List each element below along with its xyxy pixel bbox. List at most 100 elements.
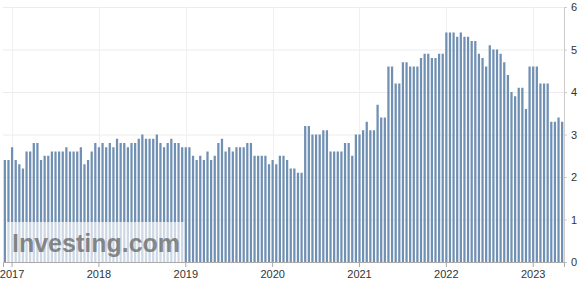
bar[interactable]	[532, 67, 534, 263]
bar[interactable]	[373, 130, 375, 262]
bar[interactable]	[293, 169, 295, 263]
bar[interactable]	[456, 37, 458, 262]
bar[interactable]	[467, 37, 469, 262]
bar[interactable]	[300, 173, 302, 262]
bar[interactable]	[492, 50, 494, 263]
bar[interactable]	[427, 54, 429, 262]
bar[interactable]	[485, 67, 487, 263]
bar[interactable]	[369, 130, 371, 262]
bar[interactable]	[510, 92, 512, 262]
bar[interactable]	[203, 160, 205, 262]
bar[interactable]	[217, 143, 219, 262]
bar[interactable]	[416, 67, 418, 263]
bar[interactable]	[471, 41, 473, 262]
bar[interactable]	[362, 130, 364, 262]
bar[interactable]	[554, 122, 556, 262]
bar[interactable]	[481, 58, 483, 262]
bar[interactable]	[405, 62, 407, 262]
bar[interactable]	[272, 160, 274, 262]
bar[interactable]	[257, 156, 259, 262]
bar[interactable]	[329, 152, 331, 263]
bar[interactable]	[243, 147, 245, 262]
bar[interactable]	[228, 147, 230, 262]
bar[interactable]	[279, 156, 281, 262]
bar[interactable]	[304, 126, 306, 262]
bar[interactable]	[214, 156, 216, 262]
bar[interactable]	[463, 37, 465, 262]
bar[interactable]	[539, 84, 541, 263]
bar[interactable]	[239, 147, 241, 262]
bar[interactable]	[275, 164, 277, 262]
bar[interactable]	[196, 160, 198, 262]
bar[interactable]	[449, 33, 451, 263]
bar[interactable]	[261, 156, 263, 262]
bar[interactable]	[547, 84, 549, 263]
bar[interactable]	[496, 50, 498, 263]
bar[interactable]	[235, 147, 237, 262]
bar[interactable]	[543, 84, 545, 263]
bar[interactable]	[319, 135, 321, 263]
bar[interactable]	[185, 147, 187, 262]
bar[interactable]	[355, 135, 357, 263]
bar[interactable]	[376, 105, 378, 262]
bar[interactable]	[268, 164, 270, 262]
bar[interactable]	[344, 143, 346, 262]
bar[interactable]	[246, 143, 248, 262]
bar[interactable]	[452, 33, 454, 263]
bar[interactable]	[188, 147, 190, 262]
bar[interactable]	[550, 122, 552, 262]
bar[interactable]	[224, 152, 226, 263]
bar[interactable]	[4, 160, 6, 262]
bar[interactable]	[232, 152, 234, 263]
bar[interactable]	[366, 122, 368, 262]
bar[interactable]	[221, 139, 223, 262]
bar[interactable]	[413, 67, 415, 263]
bar[interactable]	[500, 54, 502, 262]
bar[interactable]	[387, 67, 389, 263]
bar[interactable]	[206, 152, 208, 263]
bar[interactable]	[250, 143, 252, 262]
bar[interactable]	[395, 84, 397, 263]
bar[interactable]	[514, 96, 516, 262]
bar[interactable]	[518, 88, 520, 262]
bar[interactable]	[489, 45, 491, 262]
bar[interactable]	[337, 152, 339, 263]
bar[interactable]	[333, 152, 335, 263]
bar[interactable]	[311, 135, 313, 263]
bar[interactable]	[308, 126, 310, 262]
bar[interactable]	[315, 135, 317, 263]
bar[interactable]	[340, 152, 342, 263]
bar[interactable]	[192, 156, 194, 262]
bar[interactable]	[478, 54, 480, 262]
bar[interactable]	[380, 118, 382, 263]
bar[interactable]	[351, 156, 353, 262]
bar[interactable]	[322, 130, 324, 262]
bar[interactable]	[398, 84, 400, 263]
bar[interactable]	[264, 156, 266, 262]
bar[interactable]	[402, 62, 404, 262]
bar[interactable]	[460, 33, 462, 263]
bar[interactable]	[525, 109, 527, 262]
bar[interactable]	[528, 67, 530, 263]
bar[interactable]	[384, 118, 386, 263]
bar[interactable]	[445, 33, 447, 263]
bar[interactable]	[348, 143, 350, 262]
bar[interactable]	[297, 173, 299, 262]
bar[interactable]	[210, 160, 212, 262]
bar[interactable]	[286, 160, 288, 262]
bar[interactable]	[326, 130, 328, 262]
bar[interactable]	[431, 58, 433, 262]
bar[interactable]	[561, 122, 563, 262]
bar[interactable]	[424, 54, 426, 262]
bar[interactable]	[474, 41, 476, 262]
bar[interactable]	[253, 156, 255, 262]
bar[interactable]	[409, 67, 411, 263]
bar[interactable]	[442, 54, 444, 262]
bar[interactable]	[282, 156, 284, 262]
bar[interactable]	[521, 88, 523, 262]
bar[interactable]	[557, 118, 559, 263]
bar[interactable]	[420, 58, 422, 262]
bar[interactable]	[434, 58, 436, 262]
bar[interactable]	[536, 67, 538, 263]
bar[interactable]	[358, 135, 360, 263]
